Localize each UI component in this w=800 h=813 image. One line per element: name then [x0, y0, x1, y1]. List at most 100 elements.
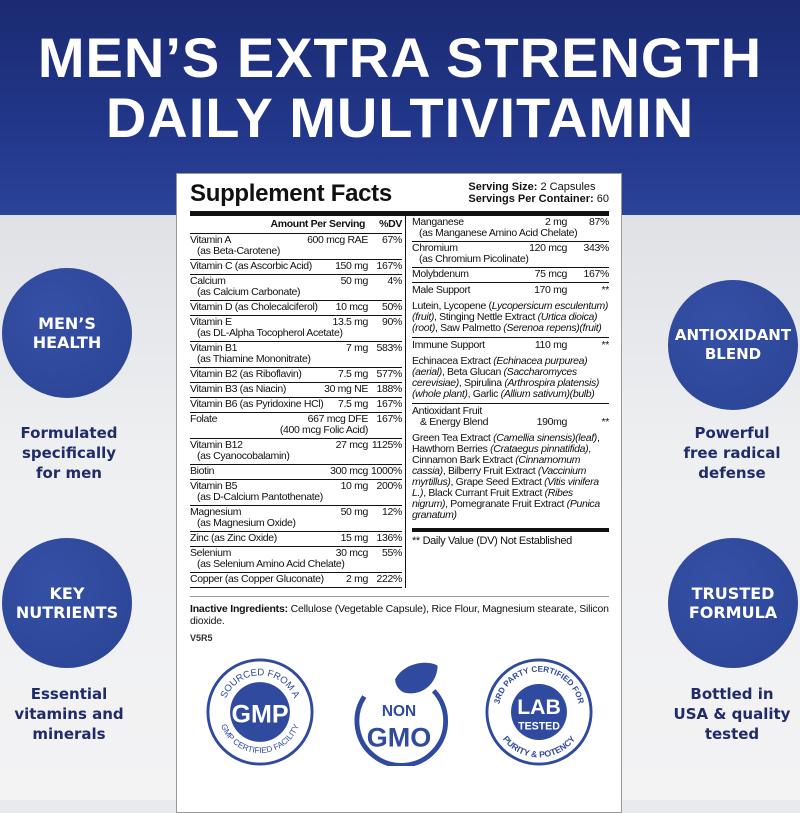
gmp-center-text: GMP	[231, 701, 288, 729]
nutrient-source: (as Magnesium Oxide)	[197, 517, 296, 529]
nutrient-dv: 167%	[376, 413, 403, 425]
nutrient-amount: 10 mcg	[335, 301, 369, 313]
blend-dv: **	[601, 284, 610, 296]
ingredient-text: (Echinacea purpurea)(aerial)	[412, 355, 588, 378]
blend-amount: 190mg	[536, 416, 568, 428]
nutrient-amount: 13.5 mg	[332, 316, 369, 328]
nutrient-dv: 222%	[376, 573, 403, 585]
nutrient-row: Manganese 2 mg 87% (as Manganese Amino Acid…	[412, 216, 609, 242]
nutrient-source: (as D-Calcium Pantothenate)	[197, 491, 323, 503]
blend-header: Male Support 170 mg **	[412, 283, 609, 298]
blend-dv: **	[601, 339, 610, 351]
blend-name: Immune Support	[412, 340, 503, 351]
nutrient-label: Vitamin B12	[190, 439, 243, 451]
key-nutrients-badge: KEY NUTRIENTS	[2, 538, 132, 668]
non-gmo-badge: NON GMO	[355, 662, 449, 766]
amount-note: (400 mcg Folic Acid)	[279, 424, 368, 436]
nutrient-amount: 30 mg NE	[324, 383, 368, 395]
nutrient-dv: 55%	[382, 547, 402, 559]
version-code: V5R5	[190, 633, 213, 643]
nutrient-main: Vitamin B3 (as Niacin) 30 mg NE 188%	[190, 384, 402, 395]
nutrient-label: Calcium	[190, 275, 226, 287]
nutrient-row: Vitamin D (as Cholecalciferol) 10 mcg 50%	[190, 301, 402, 316]
nutrient-source: (as Cyanocobalamin)	[197, 450, 290, 462]
nutrient-source: (as DL-Alpha Tocopherol Acetate)	[197, 327, 343, 339]
trusted-formula-badge: TRUSTED FORMULA	[668, 538, 798, 668]
nutrient-main: Vitamin D (as Cholecalciferol) 10 mcg 50%	[190, 302, 402, 313]
nutrient-row: Magnesium 50 mg 12% (as Magnesium Oxide)	[190, 506, 402, 532]
nutrient-amount: 75 mcg	[534, 268, 568, 280]
nutrient-source: (as Manganese Amino Acid Chelate)	[419, 227, 578, 239]
nutrient-label: Biotin	[190, 465, 215, 477]
nutrient-amount: 150 mg	[335, 260, 368, 272]
ingredient-text: , Stinging Nettle Extract	[434, 311, 538, 323]
nutrient-main: Vitamin B5 10 mg 200%	[190, 481, 402, 492]
left-facts-column: Amount Per Serving %DV Vitamin A 600 mcg R…	[190, 216, 406, 588]
nutrient-dv: 1000%	[371, 465, 402, 477]
ingredient-text: , Spirulina	[458, 377, 505, 389]
facts-heading: Supplement Facts Serving Size: 2 Capsule…	[190, 180, 609, 208]
nutrient-row: Chromium 120 mcg 343% (as Chromium Picolina…	[412, 242, 609, 268]
facts-columns: Amount Per Serving %DV Vitamin A 600 mcg R…	[190, 216, 609, 588]
dv-footnote: ** Daily Value (DV) Not Established	[412, 528, 609, 548]
nutrient-row: Selenium 30 mcg 55% (as Selenium Amino Acid…	[190, 547, 402, 573]
nutrient-row: Vitamin E 13.5 mg 90% (as DL-Alpha Tocopher…	[190, 316, 402, 342]
nutrient-main: Vitamin A 600 mcg RAE 67%	[190, 235, 402, 246]
nutrient-dv: 200%	[376, 480, 403, 492]
lab-text: LAB	[517, 696, 561, 719]
nutrient-amount: 50 mg	[340, 275, 369, 287]
servings-per-container: Servings Per Container: 60	[468, 193, 609, 205]
tested-text: TESTED	[518, 720, 560, 732]
ingredient-text: , Grape Seed Extract	[450, 476, 545, 488]
ingredient-text: , Black Currant Fruit Extract	[423, 487, 545, 499]
nutrient-amount: 7.5 mg	[338, 368, 368, 380]
nutrient-label: Vitamin B1	[190, 342, 238, 354]
nutrient-row: Vitamin B5 10 mg 200% (as D-Calcium Pantoth…	[190, 480, 402, 506]
nutrient-dv: 583%	[376, 342, 403, 354]
nutrient-main: Copper (as Copper Gluconate) 2 mg 222%	[190, 574, 402, 585]
nutrient-amount: 15 mg	[340, 532, 369, 544]
nutrient-main: Vitamin B2 (as Riboflavin) 7.5 mg 577%	[190, 369, 402, 380]
gmo-text: GMO	[367, 723, 432, 753]
leaf-icon	[395, 662, 439, 694]
nutrient-dv: 343%	[583, 242, 610, 254]
nutrient-main: Vitamin E 13.5 mg 90%	[190, 317, 402, 328]
ingredient-text: , Garlic	[467, 388, 501, 400]
nutrient-row: Molybdenum 75 mcg 167%	[412, 268, 609, 283]
blend-ingredients: Green Tea Extract (Camellia sinensis)(le…	[412, 430, 609, 524]
nutrient-dv: 4%	[387, 275, 403, 287]
non-text: NON	[382, 703, 416, 720]
nutrient-label: Magnesium	[190, 506, 242, 518]
nutrient-main: Folate 667 mcg DFE 167%	[190, 414, 402, 425]
nutrient-dv: 577%	[376, 368, 403, 380]
ingredient-text: , Cinnamon Bark Extract	[412, 443, 591, 466]
blend-name: Antioxidant Fruit & Energy Blend	[412, 406, 503, 428]
ingredient-text: (Allium sativum)(bulb)	[500, 388, 595, 400]
nutrient-main: Vitamin B1 7 mg 583%	[190, 343, 402, 354]
ingredient-text: , Pomegranate Fruit Extract	[445, 498, 567, 510]
nutrient-dv: 167%	[376, 398, 403, 410]
ingredient-text: Echinacea Extract	[412, 355, 494, 367]
nutrient-row: Zinc (as Zinc Oxide) 15 mg 136%	[190, 532, 402, 547]
blend-label-2: & Energy Blend	[420, 416, 489, 428]
nutrient-row: Biotin 300 mcg 1000%	[190, 465, 402, 480]
ingredient-text: (Urtica dioica)(root)	[412, 311, 598, 334]
nutrient-label: Vitamin B3 (as Niacin)	[190, 383, 286, 395]
ingredient-text: Lutein, Lycopene (	[412, 300, 492, 312]
nutrient-amount: 600 mcg RAE	[307, 234, 368, 246]
ingredient-text: , Beta Glucan	[441, 366, 504, 378]
ingredient-text: (Ribes nigrum)	[412, 487, 573, 510]
trusted-formula-caption: Bottled in USA & quality tested	[673, 685, 791, 743]
blend-section: Male Support 170 mg ** Lutein, Lycopene (Ly…	[412, 283, 609, 338]
nutrient-amount: 27 mcg	[335, 439, 369, 451]
nutrient-label: Vitamin B5	[190, 480, 238, 492]
nutrient-main: Vitamin B12 27 mcg 1125%	[190, 440, 402, 451]
nutrient-label: Vitamin A	[190, 234, 232, 246]
blend-name: Male Support	[412, 285, 503, 296]
nutrient-label: Manganese	[412, 216, 464, 228]
nutrient-dv: 167%	[376, 260, 403, 272]
nutrient-amount: 7.5 mg	[338, 398, 368, 410]
nutrient-label: Chromium	[412, 242, 458, 254]
nutrient-row: Copper (as Copper Gluconate) 2 mg 222%	[190, 573, 402, 588]
blend-label: Antioxidant Fruit	[412, 405, 482, 417]
